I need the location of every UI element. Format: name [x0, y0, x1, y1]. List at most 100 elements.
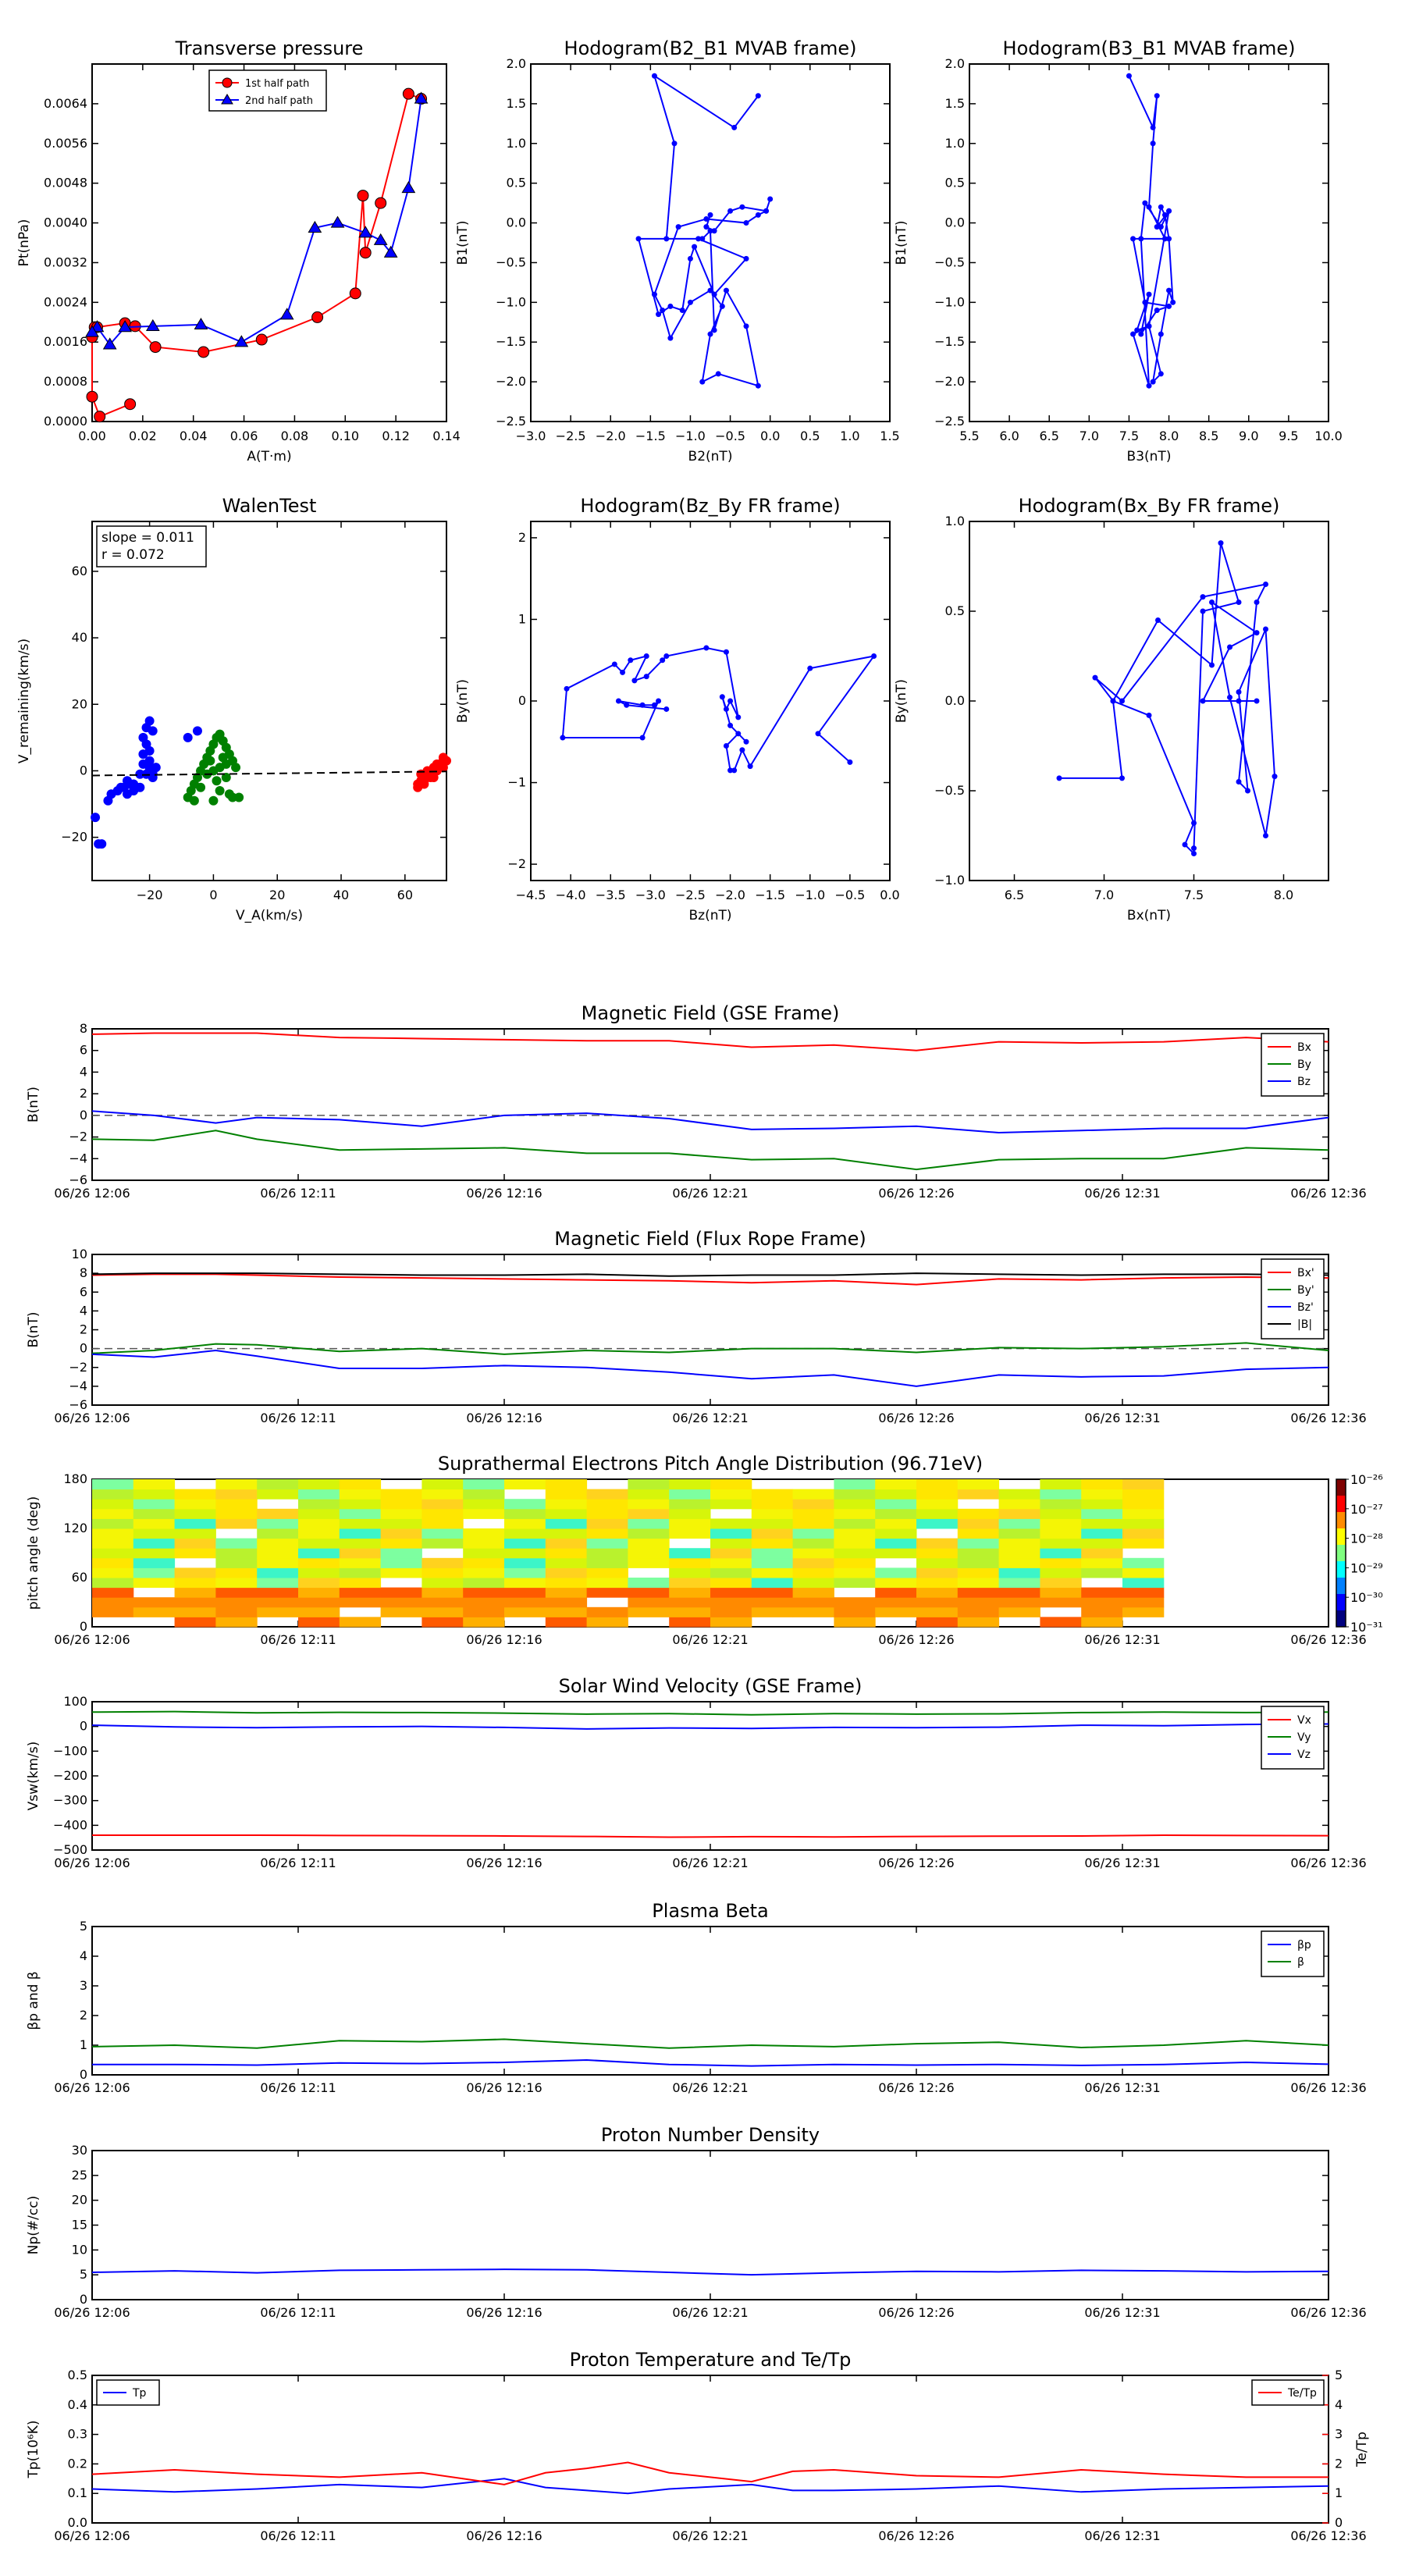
heat-cell: [586, 1518, 628, 1529]
data-point: [414, 91, 429, 104]
heat-cell: [957, 1508, 1000, 1519]
heat-cell: [463, 1538, 505, 1549]
y-tick-label: −200: [53, 1768, 87, 1783]
heat-cell: [792, 1528, 834, 1539]
legend-label: Te/Tp: [1287, 2387, 1317, 2400]
colorbar-tick-label: 10⁻²⁸: [1350, 1532, 1383, 1546]
heat-cell: [463, 1557, 505, 1568]
heat-cell: [215, 1548, 258, 1559]
y2-tick-label: 3: [1335, 2427, 1343, 2442]
data-point: [1236, 600, 1242, 605]
heat-cell: [298, 1587, 340, 1598]
legend-marker: [221, 94, 233, 105]
y-tick-label: 0.0: [945, 693, 965, 708]
heat-cell: [710, 1587, 752, 1598]
x-tick-label: 06/26 12:11: [260, 1186, 336, 1201]
y-tick-label: 0: [518, 693, 526, 708]
x-tick-label: 06/26 12:11: [260, 1411, 336, 1425]
y-tick-label: −2: [507, 856, 526, 871]
heat-cell: [710, 1578, 752, 1589]
y-tick-label: 0: [80, 1108, 87, 1123]
heat-cell: [133, 1578, 176, 1589]
heat-cell: [1122, 1489, 1165, 1500]
y-axis-label: pitch angle (deg): [26, 1496, 41, 1610]
y-tick-label: −300: [53, 1793, 87, 1808]
heat-cell: [1122, 1606, 1165, 1617]
data-point: [651, 73, 657, 79]
x-tick-label: −2.5: [556, 429, 586, 443]
heat-cell: [669, 1548, 711, 1559]
heat-cell: [339, 1508, 382, 1519]
heat-cell: [215, 1587, 258, 1598]
y-tick-label: 1.0: [945, 514, 965, 528]
data-point: [1110, 698, 1116, 704]
x-tick-label: 0.02: [129, 429, 157, 443]
heat-cell: [669, 1578, 711, 1589]
data-point: [719, 694, 725, 700]
x-axis-label: B3(nT): [1127, 449, 1172, 464]
axes-frame: [969, 521, 1329, 881]
data-point: [135, 769, 145, 779]
data-point: [667, 335, 674, 341]
data-point: [144, 716, 155, 726]
y-tick-label: −6: [69, 1397, 87, 1412]
data-point: [703, 645, 710, 651]
colorbar-tick-label: 10⁻³¹: [1350, 1620, 1383, 1635]
heat-cell: [545, 1518, 588, 1529]
y-tick-label: 5: [80, 2267, 87, 2282]
heat-cell: [751, 1597, 794, 1608]
heat-cell: [133, 1479, 176, 1490]
heat-cell: [257, 1548, 299, 1559]
heat-cell: [1122, 1538, 1165, 1549]
heat-cell: [463, 1578, 505, 1589]
heat-cell: [1081, 1518, 1123, 1529]
y-tick-label: 0.0048: [44, 176, 87, 190]
x-tick-label: 06/26 12:26: [878, 1411, 954, 1425]
data-point: [663, 236, 670, 242]
x-tick-label: 06/26 12:21: [672, 1186, 748, 1201]
data-point: [560, 735, 566, 741]
heat-cell: [834, 1617, 876, 1628]
axes-frame: [91, 2150, 1329, 2300]
y-tick-label: 1.0: [945, 136, 965, 151]
heat-cell: [998, 1528, 1040, 1539]
heat-cell: [628, 1489, 670, 1500]
heat-cell: [422, 1587, 464, 1598]
heat-cell: [875, 1597, 917, 1608]
data-point: [727, 767, 734, 774]
data-point: [631, 678, 638, 684]
axes-frame: [91, 1028, 1329, 1181]
data-point: [205, 756, 215, 766]
heat-cell: [380, 1606, 422, 1617]
x-tick-label: 06/26 12:16: [466, 1186, 542, 1201]
x-tick-label: 06/26 12:31: [1084, 2080, 1160, 2095]
heat-cell: [298, 1597, 340, 1608]
heat-cell: [916, 1489, 959, 1500]
colorbar-segment: [1336, 1594, 1346, 1611]
data-point: [212, 776, 222, 786]
y-tick-label: 60: [72, 1570, 87, 1585]
axes-frame: [91, 2375, 1329, 2524]
data-point: [628, 657, 634, 664]
panel-2: Hodogram(B3_B1 MVAB frame) B3(nT) B1(nT) 5.…: [894, 37, 1343, 464]
x-tick-label: −4.0: [556, 888, 586, 902]
heat-cell: [834, 1499, 876, 1510]
data-point: [102, 337, 117, 350]
y-tick-label: −2.5: [934, 414, 965, 429]
heat-cell: [422, 1617, 464, 1628]
x-tick-label: 06/26 12:21: [672, 2080, 748, 2095]
data-point: [687, 255, 693, 262]
heat-cell: [298, 1528, 340, 1539]
series-line-2: [91, 1350, 1329, 1387]
legend-label: |B|: [1297, 1318, 1312, 1331]
heat-cell: [710, 1538, 752, 1549]
heat-cell: [998, 1489, 1040, 1500]
heat-cell: [669, 1587, 711, 1598]
y-tick-label: −100: [53, 1743, 87, 1758]
y-tick-label: 6: [80, 1284, 87, 1299]
data-point: [1119, 698, 1125, 704]
y-tick-label: −0.5: [934, 254, 965, 269]
heat-cell: [545, 1557, 588, 1568]
x-tick-label: 06/26 12:21: [672, 1411, 748, 1425]
legend-label: Bx': [1297, 1267, 1314, 1279]
